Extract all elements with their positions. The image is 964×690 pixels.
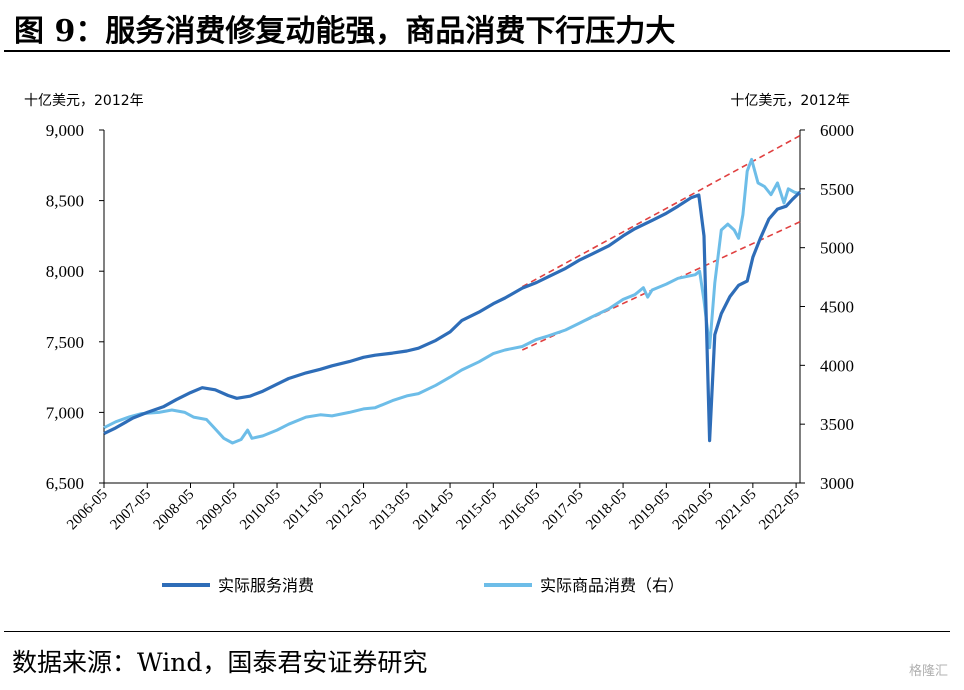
x-tick-label: 2022-05 [756,487,803,534]
left-tick-label: 9,000 [46,121,84,140]
x-tick-label: 2018-05 [583,487,630,534]
x-tick-label: 2012-05 [324,487,371,534]
x-tick-label: 2014-05 [410,487,457,534]
right-tick-label: 4500 [820,298,854,317]
x-tick-label: 2006-05 [64,487,111,534]
x-tick-label: 2021-05 [713,487,760,534]
trend-line [521,134,801,288]
right-tick-label: 6000 [820,121,854,140]
title-rule [4,50,950,52]
right-tick-label: 3500 [820,415,854,434]
x-tick-label: 2008-05 [151,487,198,534]
x-tick-label: 2015-05 [453,487,500,534]
left-tick-label: 7,000 [46,403,84,422]
x-tick-label: 2013-05 [367,487,414,534]
right-tick-label: 5500 [820,180,854,199]
right-tick-label: 4000 [820,356,854,375]
source-note: 数据来源：Wind，国泰君安证券研究 [12,648,428,677]
source-rule [4,631,950,632]
x-tick-label: 2010-05 [237,487,284,534]
legend: 实际服务消费 实际商品消费（右） [162,576,684,595]
right-tick-label: 3000 [820,474,854,493]
left-tick-label: 8,000 [46,262,84,281]
legend-label: 实际服务消费 [218,576,314,595]
x-tick-label: 2017-05 [540,487,587,534]
x-tick-label: 2019-05 [626,487,673,534]
x-tick-label: 2009-05 [194,487,241,534]
left-tick-label: 7,500 [46,333,84,352]
services-series-line [103,190,802,443]
right-axis-unit: 十亿美元，2012年 [730,93,850,109]
x-tick-label: 2011-05 [281,487,327,533]
axes: 6,500 7,000 7,500 8,000 8,500 9,000 3000 3500 40… [46,121,854,533]
left-tick-label: 6,500 [46,474,84,493]
watermark-logo: 格隆汇 [908,664,948,679]
series-lines [103,157,802,445]
left-axis-unit: 十亿美元，2012年 [24,93,144,109]
left-tick-label: 8,500 [46,192,84,211]
legend-label: 实际商品消费（右） [540,576,684,595]
right-tick-label: 5000 [820,239,854,258]
x-tick-label: 2007-05 [107,487,154,534]
figure-title: 图 9：服务消费修复动能强，商品消费下行压力大 [14,14,676,49]
x-tick-label: 2016-05 [497,487,544,534]
goods-series-line [103,157,801,445]
x-tick-label: 2020-05 [670,487,717,534]
